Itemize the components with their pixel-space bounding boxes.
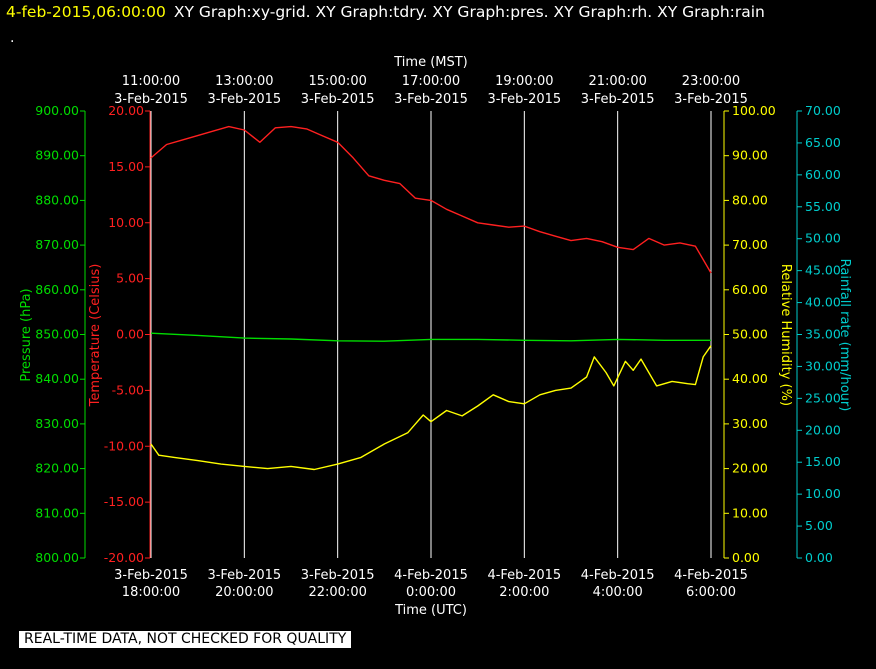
header-date: 4-feb-2015,06:00:00 [6,3,166,21]
x-top-tick-date: 3-Feb-2015 [301,92,375,107]
humidity-tick-label: 80.00 [732,192,768,207]
pressure-tick-label: 820.00 [35,461,79,476]
rain-tick-label: 55.00 [805,199,841,214]
temperature-tick-label: -15.00 [104,494,144,509]
x-bottom-tick-date: 4-Feb-2015 [394,568,468,583]
pressure-tick-label: 870.00 [35,237,79,252]
x-bottom-axis-label: Time (UTC) [394,603,467,618]
x-top-tick-date: 3-Feb-2015 [394,92,468,107]
x-bottom-tick-date: 4-Feb-2015 [487,568,561,583]
temperature-tick-label: -5.00 [112,382,144,397]
chart-header: 4-feb-2015,06:00:00 XY Graph:xy-grid. XY … [6,3,765,21]
x-top-tick-time: 21:00:00 [588,74,646,89]
humidity-tick-label: 100.00 [732,103,776,118]
temperature-tick-label: -20.00 [104,550,144,565]
x-top-tick-date: 3-Feb-2015 [581,92,655,107]
humidity-tick-label: 70.00 [732,237,768,252]
temperature-tick-label: 20.00 [108,103,144,118]
pressure-tick-label: 880.00 [35,192,79,207]
humidity-tick-label: 10.00 [732,505,768,520]
x-top-tick-time: 17:00:00 [402,74,460,89]
humidity-tick-label: 20.00 [732,461,768,476]
x-bottom-tick-date: 3-Feb-2015 [207,568,281,583]
pressure-series-line [150,332,711,342]
pressure-tick-label: 800.00 [35,550,79,565]
temperature-tick-label: -10.00 [104,438,144,453]
x-top-tick-time: 11:00:00 [122,74,180,89]
rain-tick-label: 65.00 [805,135,841,150]
quality-disclaimer: REAL-TIME DATA, NOT CHECKED FOR QUALITY [19,631,352,648]
x-top-tick-time: 23:00:00 [682,74,740,89]
x-bottom-tick-time: 22:00:00 [308,585,366,600]
rain-tick-label: 30.00 [805,358,841,373]
x-top-tick-time: 15:00:00 [308,74,366,89]
temperature-tick-label: 5.00 [116,271,144,286]
x-bottom-tick-date: 4-Feb-2015 [581,568,655,583]
rain-tick-label: 50.00 [805,231,841,246]
humidity-tick-label: 0.00 [732,550,760,565]
humidity-tick-label: 50.00 [732,327,768,342]
x-bottom-tick-date: 3-Feb-2015 [301,568,375,583]
pressure-tick-label: 860.00 [35,282,79,297]
rain-tick-label: 0.00 [805,550,833,565]
humidity-axis-label: Relative Humidity (%) [778,264,793,406]
humidity-series-line [150,345,712,471]
x-top-tick-date: 3-Feb-2015 [674,92,748,107]
rain-tick-label: 70.00 [805,103,841,118]
x-top-tick-time: 19:00:00 [495,74,553,89]
rain-axis-label: Rainfall rate (mm/hour) [837,259,852,412]
x-top-tick-date: 3-Feb-2015 [114,92,188,107]
pressure-tick-label: 810.00 [35,505,79,520]
x-top-axis-label: Time (MST) [393,55,468,70]
x-top-tick-date: 3-Feb-2015 [207,92,281,107]
humidity-tick-label: 90.00 [732,148,768,163]
temperature-tick-label: 0.00 [116,327,144,342]
pressure-tick-label: 830.00 [35,416,79,431]
x-bottom-tick-time: 4:00:00 [593,585,643,600]
pressure-tick-label: 840.00 [35,371,79,386]
pressure-axis-label: Pressure (hPa) [19,288,34,381]
header-titles: XY Graph:xy-grid. XY Graph:tdry. XY Grap… [173,3,765,21]
rain-tick-label: 5.00 [805,518,833,533]
x-bottom-tick-time: 6:00:00 [686,585,736,600]
rain-tick-label: 15.00 [805,454,841,469]
pressure-tick-label: 850.00 [35,327,79,342]
x-bottom-tick-date: 4-Feb-2015 [674,568,748,583]
temperature-series-line [150,125,712,274]
rain-tick-label: 45.00 [805,263,841,278]
header-dot: . [10,30,15,46]
rain-tick-label: 25.00 [805,390,841,405]
humidity-tick-label: 40.00 [732,371,768,386]
rain-tick-label: 35.00 [805,327,841,342]
rain-tick-label: 60.00 [805,167,841,182]
rain-tick-label: 40.00 [805,295,841,310]
x-bottom-tick-time: 0:00:00 [406,585,456,600]
temperature-tick-label: 10.00 [108,215,144,230]
x-top-tick-time: 13:00:00 [215,74,273,89]
rain-tick-label: 10.00 [805,486,841,501]
x-bottom-tick-date: 3-Feb-2015 [114,568,188,583]
pressure-tick-label: 900.00 [35,103,79,118]
rain-tick-label: 20.00 [805,422,841,437]
x-bottom-tick-time: 18:00:00 [122,585,180,600]
humidity-tick-label: 60.00 [732,282,768,297]
temperature-tick-label: 15.00 [108,159,144,174]
temperature-axis-label: Temperature (Celsius) [88,264,103,408]
pressure-tick-label: 890.00 [35,148,79,163]
humidity-tick-label: 30.00 [732,416,768,431]
x-top-tick-date: 3-Feb-2015 [487,92,561,107]
x-bottom-tick-time: 20:00:00 [215,585,273,600]
x-bottom-tick-time: 2:00:00 [499,585,549,600]
